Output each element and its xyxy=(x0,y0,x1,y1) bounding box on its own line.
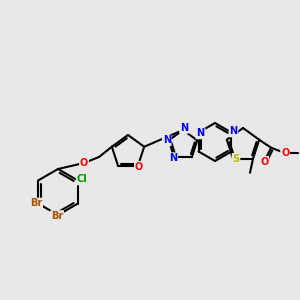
Text: O: O xyxy=(135,162,143,172)
Text: N: N xyxy=(163,135,171,146)
Text: Br: Br xyxy=(51,211,63,221)
Text: O: O xyxy=(260,157,268,167)
Text: N: N xyxy=(196,128,205,139)
Text: O: O xyxy=(281,148,289,158)
Text: O: O xyxy=(80,158,88,168)
Text: Br: Br xyxy=(30,199,42,208)
Text: N: N xyxy=(180,123,188,133)
Text: S: S xyxy=(232,154,240,164)
Text: N: N xyxy=(230,127,238,136)
Text: N: N xyxy=(169,153,177,163)
Text: Cl: Cl xyxy=(76,175,87,184)
